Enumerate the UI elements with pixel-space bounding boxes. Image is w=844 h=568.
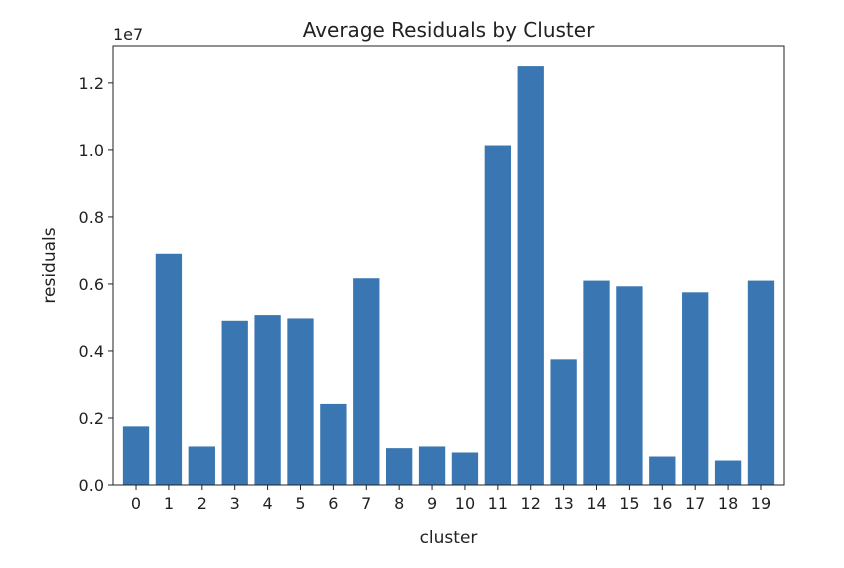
y-tick-label: 0.0 [79,476,104,495]
y-axis-label: residuals [40,227,60,303]
x-tick-label: 0 [131,494,141,513]
x-tick-label: 18 [718,494,738,513]
bar-cluster-18 [714,460,742,485]
x-tick-label: 7 [361,494,371,513]
bar-cluster-19 [747,280,775,485]
plot-frame [112,45,785,486]
x-tick-label: 17 [685,494,705,513]
bar-cluster-11 [484,145,511,486]
bar-cluster-7 [353,278,380,485]
x-tick-label: 3 [230,494,240,513]
y-tick-label: 0.4 [79,342,104,361]
bar-cluster-6 [320,403,347,485]
bars-group [122,66,775,486]
y-axis-offset-label: 1e7 [113,25,143,44]
x-tick-label: 10 [455,494,475,513]
x-ticks-group: 0 1 2 3 4 5 6 7 8 9 10 11 12 13 14 15 16 17 18 19 [131,485,771,513]
x-tick-label: 8 [394,494,404,513]
x-tick-label: 12 [521,494,541,513]
bar-cluster-10 [451,452,479,485]
bar-cluster-0 [122,426,150,485]
y-tick-label: 1.2 [79,74,104,93]
bar-cluster-2 [188,446,215,485]
y-ticks-group: 0.0 0.2 0.4 0.6 0.8 1.0 1.2 [79,74,113,495]
bar-cluster-4 [254,315,281,485]
x-tick-label: 11 [488,494,508,513]
y-tick-label: 0.8 [79,208,104,227]
x-tick-label: 1 [164,494,174,513]
x-tick-label: 15 [619,494,639,513]
chart-title: Average Residuals by Cluster [303,18,595,42]
x-tick-label: 5 [295,494,305,513]
x-tick-label: 4 [262,494,272,513]
x-tick-label: 19 [751,494,771,513]
bar-cluster-9 [418,446,446,485]
x-tick-label: 16 [652,494,672,513]
y-tick-label: 0.2 [79,409,104,428]
x-axis-label: cluster [420,528,478,548]
x-tick-label: 14 [586,494,606,513]
bar-cluster-1 [155,253,183,485]
x-tick-label: 6 [328,494,338,513]
bar-cluster-16 [649,456,676,485]
bar-cluster-14 [583,280,610,485]
y-tick-label: 0.6 [79,275,104,294]
bar-cluster-12 [517,66,544,485]
x-tick-label: 13 [553,494,573,513]
bar-cluster-5 [287,318,314,485]
x-tick-label: 2 [197,494,207,513]
bar-cluster-17 [682,292,709,485]
bar-cluster-8 [386,448,413,485]
bar-cluster-13 [550,359,577,485]
y-tick-label: 1.0 [79,141,104,160]
bar-cluster-15 [616,286,643,485]
bar-cluster-3 [221,320,248,485]
x-tick-label: 9 [427,494,437,513]
